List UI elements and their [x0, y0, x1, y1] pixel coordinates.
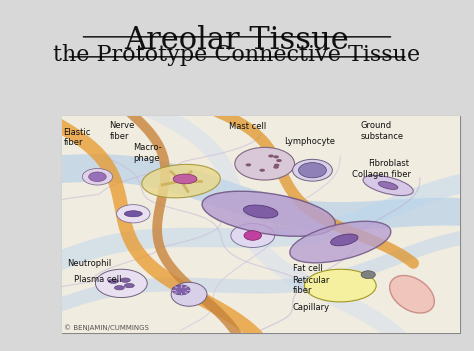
Ellipse shape	[363, 176, 413, 196]
Text: Reticular
fiber: Reticular fiber	[292, 276, 330, 295]
Circle shape	[89, 172, 106, 181]
Text: Macro-
phage: Macro- phage	[133, 143, 162, 163]
Text: Nerve
fiber: Nerve fiber	[109, 121, 135, 141]
Circle shape	[276, 159, 282, 162]
Circle shape	[273, 155, 279, 158]
Circle shape	[244, 231, 262, 240]
Text: Neutrophil: Neutrophil	[68, 259, 112, 268]
FancyBboxPatch shape	[62, 116, 460, 333]
Circle shape	[117, 205, 150, 223]
Circle shape	[361, 271, 375, 279]
Circle shape	[274, 164, 280, 167]
Ellipse shape	[202, 191, 335, 236]
Ellipse shape	[114, 286, 124, 290]
Circle shape	[299, 163, 327, 178]
Text: Collagen fiber: Collagen fiber	[352, 170, 411, 179]
Text: the Prototype Connective Tissue: the Prototype Connective Tissue	[54, 44, 420, 66]
Ellipse shape	[244, 205, 278, 218]
Ellipse shape	[109, 279, 118, 283]
Text: Fat cell: Fat cell	[292, 264, 322, 273]
Text: Mast cell: Mast cell	[229, 122, 266, 131]
Text: Ground
substance: Ground substance	[360, 121, 403, 141]
Text: Lymphocyte: Lymphocyte	[284, 138, 336, 146]
Ellipse shape	[304, 269, 376, 302]
Ellipse shape	[172, 285, 190, 295]
Ellipse shape	[173, 174, 197, 184]
Ellipse shape	[290, 221, 391, 263]
Circle shape	[273, 166, 279, 169]
Circle shape	[235, 147, 294, 180]
FancyBboxPatch shape	[62, 116, 460, 333]
Text: Areolar Tissue: Areolar Tissue	[125, 25, 349, 55]
Ellipse shape	[120, 278, 130, 282]
Circle shape	[82, 168, 113, 185]
Text: Elastic
fiber: Elastic fiber	[64, 128, 91, 147]
Text: Fibroblast: Fibroblast	[368, 159, 409, 168]
Circle shape	[246, 163, 251, 166]
Text: © BENJAMIN/CUMMINGS: © BENJAMIN/CUMMINGS	[64, 325, 148, 331]
Circle shape	[268, 154, 274, 158]
Ellipse shape	[124, 211, 142, 217]
Ellipse shape	[390, 276, 434, 313]
FancyBboxPatch shape	[24, 11, 450, 112]
Ellipse shape	[378, 181, 398, 190]
Circle shape	[95, 269, 147, 298]
Text: Capillary: Capillary	[292, 303, 330, 312]
Circle shape	[292, 159, 332, 181]
Ellipse shape	[142, 164, 220, 198]
Text: Plasma cell: Plasma cell	[73, 274, 121, 284]
Ellipse shape	[124, 283, 134, 288]
Ellipse shape	[171, 282, 207, 306]
Circle shape	[231, 224, 274, 247]
Circle shape	[259, 169, 265, 172]
Ellipse shape	[331, 234, 358, 246]
